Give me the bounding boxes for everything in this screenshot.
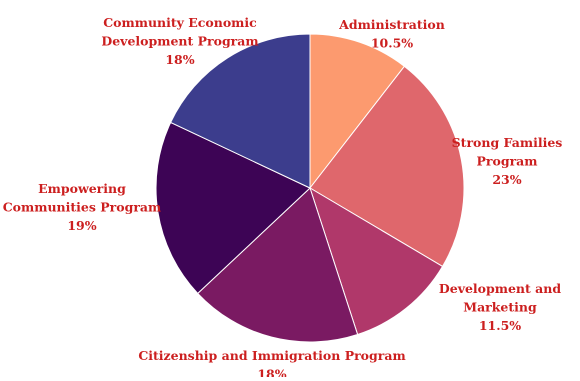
slice-label: Community Economic Development Program 18%	[101, 15, 258, 67]
slice-label: Citizenship and Immigration Program 18%	[138, 348, 405, 377]
pie-slice	[197, 187, 359, 343]
slice-label-line: Marketing	[463, 300, 537, 315]
slice-label: Strong Families Program 23%	[452, 135, 563, 187]
slice-label-line: Development Program	[101, 34, 258, 49]
slice-label-line: Empowering	[38, 181, 126, 196]
pie-slice	[155, 121, 311, 295]
pie-labels: Administration 10.5% Strong Families Progra…	[3, 15, 563, 381]
slice-label-line: Citizenship and Immigration Program	[138, 348, 405, 363]
slice-label-line: Communities Program	[3, 200, 162, 215]
slice-value-text: 18%	[257, 367, 286, 378]
pie-slice	[309, 65, 465, 268]
slice-label-line: Program	[477, 154, 538, 169]
slice-label: Administration 10.5%	[338, 17, 445, 51]
pie-slice	[169, 33, 311, 189]
slice-label-line: Community Economic	[103, 15, 257, 30]
slice-value-text: 19%	[67, 218, 96, 233]
slice-label-line: Strong Families	[452, 135, 563, 150]
slice-label: Empowering Communities Program 19%	[3, 181, 162, 233]
slice-label: Development and Marketing 11.5%	[439, 281, 561, 333]
pie-slice	[309, 33, 406, 190]
slice-label-line: Development and	[439, 281, 561, 296]
slice-value-text: 11.5%	[479, 318, 521, 333]
slice-value-text: 10.5%	[371, 36, 413, 51]
slice-value-text: 23%	[492, 172, 521, 187]
slice-label-line: Administration	[338, 17, 445, 32]
pie-slices	[155, 33, 465, 343]
pie-slice	[309, 186, 444, 336]
slice-value-text: 18%	[165, 52, 194, 67]
